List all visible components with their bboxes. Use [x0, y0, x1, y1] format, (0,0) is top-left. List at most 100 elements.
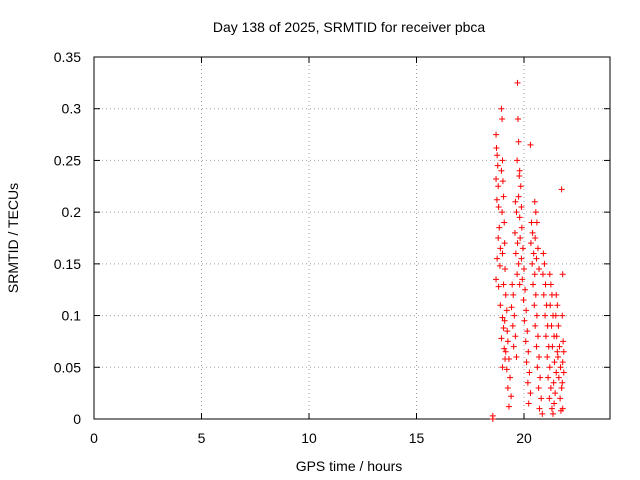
data-point — [531, 198, 538, 205]
data-point — [497, 245, 504, 252]
data-point — [557, 395, 564, 402]
data-point — [537, 374, 544, 381]
data-point — [499, 364, 506, 371]
y-tick-label: 0.2 — [62, 204, 82, 220]
y-tick-label: 0.05 — [54, 359, 81, 375]
data-point — [559, 312, 566, 319]
data-point — [541, 260, 548, 267]
data-point — [547, 302, 554, 309]
data-point — [523, 359, 530, 366]
data-point — [532, 235, 539, 241]
data-point — [499, 209, 506, 216]
data-point — [518, 255, 525, 262]
data-point — [555, 322, 562, 329]
data-point — [550, 410, 557, 417]
y-tick-label: 0.1 — [62, 308, 82, 324]
data-point — [501, 219, 508, 226]
data-point — [536, 405, 543, 412]
data-point — [533, 219, 540, 226]
x-tick-label: 10 — [301, 430, 317, 446]
data-point — [501, 345, 508, 352]
chart-title: Day 138 of 2025, SRMTID for receiver pbc… — [213, 19, 486, 35]
data-point — [540, 250, 547, 257]
data-point — [495, 235, 502, 241]
data-point — [547, 384, 554, 391]
x-tick-label: 15 — [409, 430, 425, 446]
data-point — [556, 343, 563, 350]
data-point — [508, 304, 515, 311]
data-point — [495, 183, 502, 190]
x-tick-label: 5 — [198, 430, 206, 446]
y-tick-label: 0.15 — [54, 256, 81, 272]
data-point — [542, 281, 549, 288]
data-point — [553, 369, 560, 376]
data-point — [559, 379, 566, 386]
data-point — [499, 178, 506, 185]
axis-ticks — [93, 56, 610, 420]
data-point — [531, 271, 538, 278]
x-axis-label: GPS time / hours — [296, 458, 403, 474]
data-point — [534, 364, 541, 371]
data-point — [539, 410, 546, 417]
data-point — [535, 384, 542, 391]
data-point — [545, 374, 552, 381]
data-point — [498, 167, 505, 174]
data-point — [526, 369, 533, 376]
data-point — [553, 333, 560, 340]
data-point — [495, 283, 502, 290]
data-point — [536, 266, 543, 273]
data-point — [548, 322, 555, 329]
data-point — [502, 356, 509, 363]
data-point — [499, 157, 506, 164]
data-point — [522, 286, 529, 293]
data-point — [560, 348, 567, 355]
data-point — [532, 291, 539, 298]
data-point — [511, 229, 518, 236]
data-point — [502, 291, 509, 298]
data-point — [529, 260, 536, 267]
data-point — [514, 116, 521, 123]
data-point — [517, 235, 524, 241]
data-point — [514, 157, 521, 164]
data-point — [504, 328, 511, 335]
data-point — [559, 271, 566, 278]
y-tick-label: 0 — [73, 411, 81, 427]
data-point — [515, 260, 522, 267]
data-point — [522, 338, 529, 345]
data-point — [493, 196, 500, 203]
data-point — [557, 364, 564, 371]
data-point — [501, 317, 508, 324]
data-point — [533, 312, 540, 319]
data-point — [502, 348, 509, 355]
data-point — [527, 240, 534, 247]
data-point — [554, 353, 561, 360]
plot-frame — [93, 56, 611, 420]
data-point — [494, 255, 501, 262]
data-point — [548, 405, 555, 412]
data-point — [493, 131, 500, 138]
data-point — [489, 412, 496, 419]
data-point — [558, 186, 565, 193]
data-point — [552, 390, 559, 397]
data-point — [499, 116, 506, 123]
data-point — [546, 395, 553, 402]
data-point — [529, 229, 536, 236]
data-point — [516, 214, 523, 221]
data-point — [533, 343, 540, 350]
grid — [94, 57, 610, 419]
data-point — [493, 145, 500, 152]
data-point — [512, 333, 519, 340]
data-point — [546, 271, 553, 278]
data-point — [498, 335, 505, 342]
data-point — [514, 271, 521, 278]
data-point — [502, 266, 509, 273]
data-point — [504, 338, 511, 345]
data-points — [489, 79, 567, 422]
data-point — [494, 152, 501, 159]
data-point — [518, 203, 525, 210]
data-point — [533, 255, 540, 262]
data-point — [536, 353, 543, 360]
data-point — [512, 250, 519, 257]
data-point — [513, 209, 520, 216]
data-point — [499, 250, 506, 257]
